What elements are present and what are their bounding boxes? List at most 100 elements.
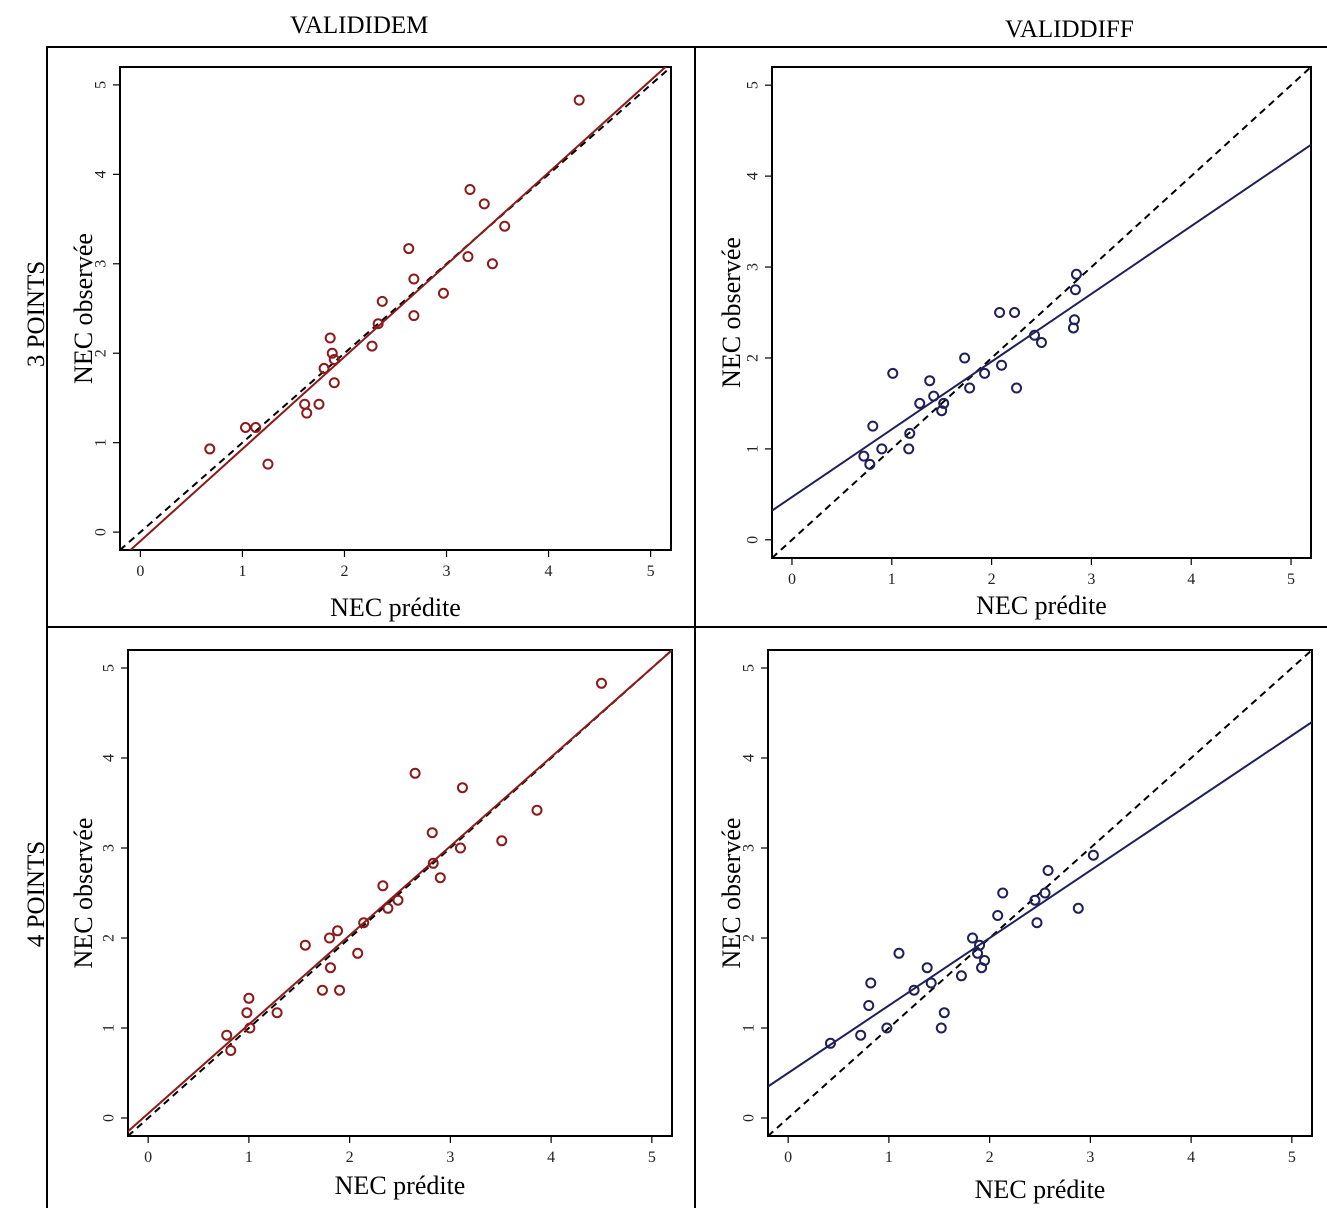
data-point bbox=[858, 450, 870, 462]
data-point bbox=[979, 955, 991, 966]
data-point bbox=[478, 198, 490, 210]
data-point bbox=[427, 857, 439, 869]
y-tick-label: 2 bbox=[745, 354, 762, 362]
data-point bbox=[225, 1045, 237, 1056]
data-point bbox=[864, 458, 876, 470]
data-point bbox=[262, 458, 274, 470]
y-tick-label: 2 bbox=[101, 934, 118, 942]
data-point bbox=[595, 677, 607, 689]
data-point bbox=[323, 932, 335, 944]
y-axis-label: NEC observée bbox=[69, 818, 98, 969]
data-point bbox=[462, 251, 474, 263]
y-tick-label: 4 bbox=[745, 172, 762, 180]
x-tick-label: 1 bbox=[885, 1149, 893, 1166]
data-point bbox=[924, 375, 936, 387]
data-point bbox=[928, 390, 940, 402]
x-tick-label: 2 bbox=[988, 571, 996, 588]
data-point bbox=[531, 804, 543, 816]
data-point bbox=[408, 273, 420, 285]
data-point bbox=[426, 827, 438, 839]
grid-top-border bbox=[46, 46, 1327, 48]
scatter-panel-3-points-validdiff: 0 0 1 1 2 2 3 3 4 4 5 5 NEC prédite NEC observée bbox=[717, 66, 1312, 620]
x-axis-label: NEC prédite bbox=[976, 591, 1107, 620]
fit-line bbox=[128, 650, 672, 1133]
data-point bbox=[271, 1007, 283, 1019]
data-point bbox=[903, 443, 915, 455]
data-point bbox=[865, 977, 877, 989]
data-point bbox=[938, 1007, 950, 1019]
data-point bbox=[1029, 329, 1041, 341]
x-tick-label: 4 bbox=[1187, 571, 1195, 588]
data-point bbox=[1068, 314, 1080, 326]
y-tick-label: 3 bbox=[101, 844, 118, 852]
data-point bbox=[1029, 894, 1041, 906]
data-point bbox=[241, 1007, 253, 1019]
x-tick-label: 1 bbox=[888, 571, 896, 588]
data-point bbox=[324, 962, 336, 974]
data-point bbox=[938, 397, 950, 409]
x-tick-label: 5 bbox=[647, 563, 655, 580]
data-point bbox=[324, 332, 336, 344]
data-point bbox=[240, 421, 252, 433]
data-point bbox=[358, 917, 370, 929]
data-point bbox=[994, 307, 1006, 318]
y-tick-label: 1 bbox=[93, 439, 110, 447]
data-point bbox=[376, 295, 388, 307]
data-point bbox=[377, 880, 389, 892]
data-point bbox=[244, 1022, 256, 1034]
data-point bbox=[1070, 268, 1082, 280]
scatter-panel-3-points-validiidem: 0 0 1 1 2 2 3 3 4 4 5 5 NEC prédite NEC observée bbox=[69, 66, 672, 622]
y-tick-label: 0 bbox=[93, 528, 110, 536]
x-tick-label: 0 bbox=[136, 563, 144, 580]
data-point bbox=[372, 318, 384, 330]
data-point bbox=[967, 932, 979, 944]
data-point bbox=[437, 287, 449, 299]
data-point bbox=[964, 382, 976, 394]
y-axis-label: NEC observée bbox=[69, 233, 98, 384]
data-point bbox=[250, 421, 262, 433]
x-tick-label: 3 bbox=[446, 1149, 454, 1166]
scatter-panel-4-points-validiidem: 0 0 1 1 2 2 3 3 4 4 5 5 NEC prédite NEC observée bbox=[69, 649, 673, 1200]
scatter-panel-4-points-validdiff: 0 0 1 1 2 2 3 3 4 4 5 5 NEC prédite NEC observée bbox=[717, 649, 1313, 1204]
y-axis-label: NEC observée bbox=[717, 818, 746, 969]
identity-line bbox=[772, 67, 1311, 558]
data-point bbox=[974, 939, 986, 951]
x-tick-label: 4 bbox=[547, 1149, 555, 1166]
data-point bbox=[454, 842, 466, 854]
x-tick-label: 3 bbox=[443, 563, 451, 580]
y-tick-label: 4 bbox=[93, 170, 110, 178]
x-tick-label: 5 bbox=[648, 1149, 656, 1166]
data-point bbox=[881, 1022, 893, 1034]
y-tick-label: 5 bbox=[101, 664, 118, 672]
data-point bbox=[392, 894, 404, 906]
column-title-validiidem: VALIDIDEM bbox=[290, 12, 429, 39]
x-tick-label: 2 bbox=[986, 1149, 994, 1166]
x-tick-label: 0 bbox=[144, 1149, 152, 1166]
identity-line bbox=[128, 650, 672, 1136]
data-point bbox=[1011, 382, 1023, 394]
data-point bbox=[855, 1029, 867, 1041]
data-point bbox=[486, 258, 498, 270]
y-tick-label: 0 bbox=[745, 536, 762, 544]
data-point bbox=[925, 977, 937, 989]
y-tick-label: 1 bbox=[101, 1024, 118, 1032]
data-point bbox=[573, 94, 585, 106]
data-point bbox=[921, 962, 933, 974]
x-tick-label: 5 bbox=[1287, 571, 1295, 588]
x-tick-label: 2 bbox=[346, 1149, 354, 1166]
y-axis-label: NEC observée bbox=[717, 237, 746, 388]
x-tick-label: 4 bbox=[545, 563, 553, 580]
data-point bbox=[887, 367, 899, 379]
x-tick-label: 3 bbox=[1087, 571, 1095, 588]
data-point bbox=[313, 398, 325, 410]
data-point bbox=[908, 984, 920, 996]
fit-line bbox=[768, 721, 1312, 1088]
data-point bbox=[824, 1037, 836, 1049]
data-point bbox=[334, 984, 346, 996]
y-tick-label: 5 bbox=[745, 81, 762, 89]
data-point bbox=[935, 1022, 947, 1034]
data-point bbox=[204, 443, 216, 455]
x-tick-label: 3 bbox=[1086, 1149, 1094, 1166]
data-point bbox=[464, 184, 476, 196]
